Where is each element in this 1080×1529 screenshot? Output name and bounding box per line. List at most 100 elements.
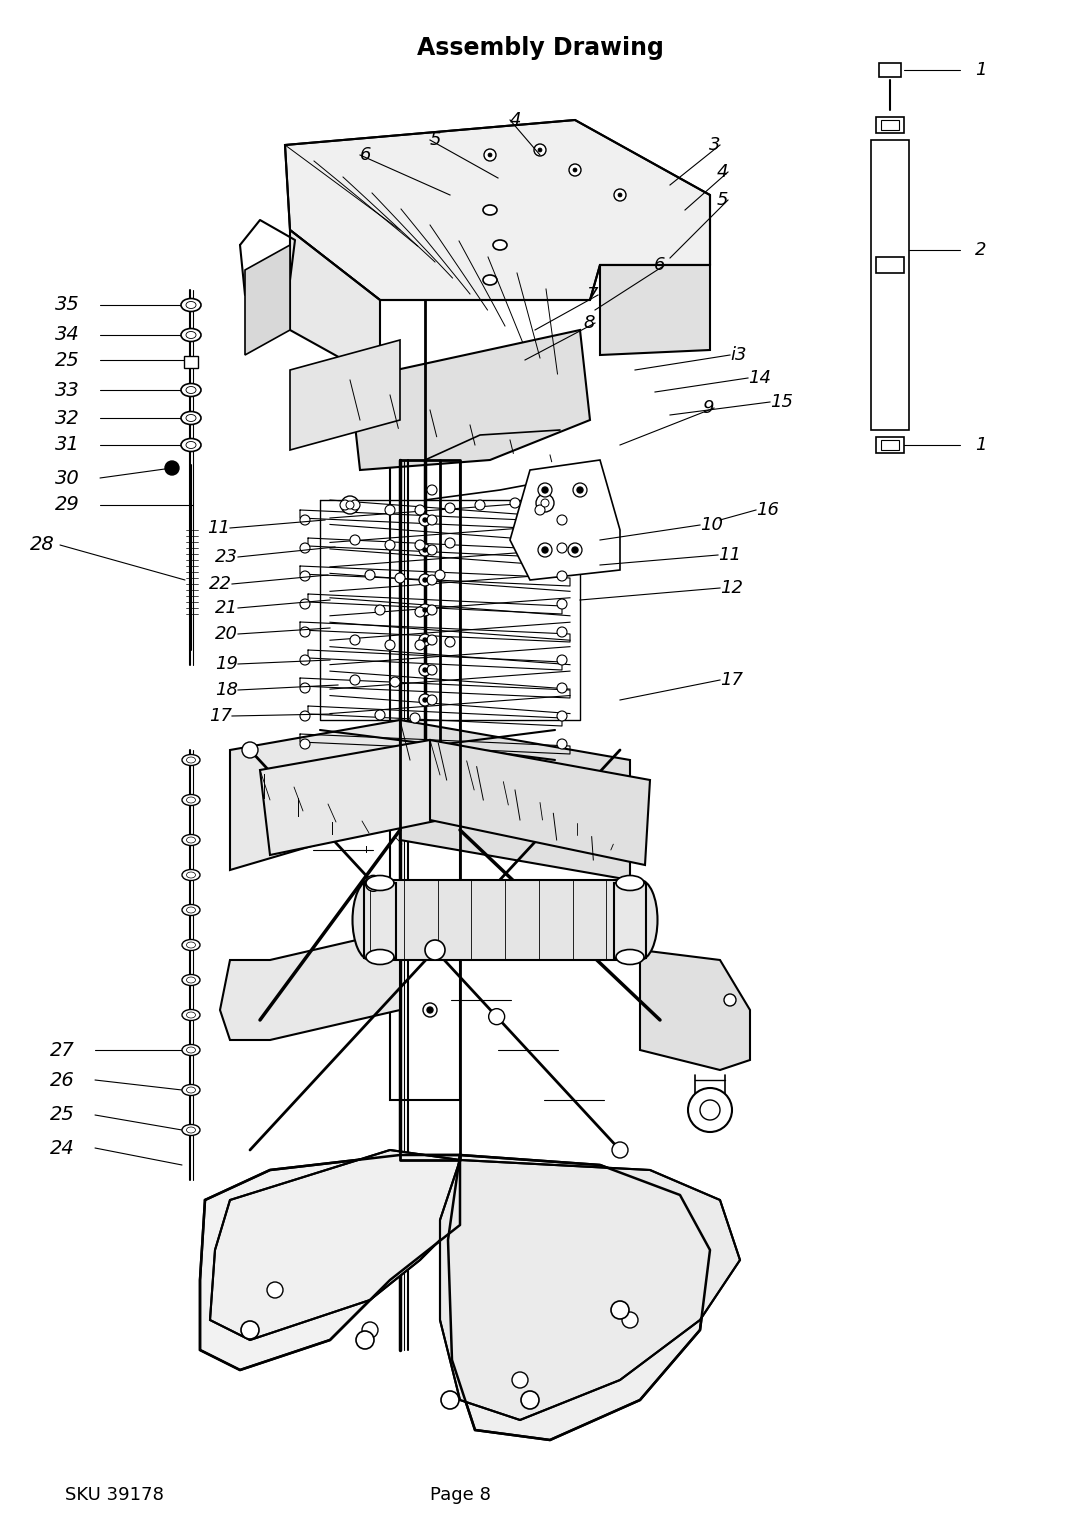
Circle shape [542, 488, 548, 492]
Ellipse shape [622, 881, 658, 960]
Text: 2: 2 [975, 242, 986, 258]
Ellipse shape [187, 872, 195, 878]
Polygon shape [230, 720, 400, 870]
Circle shape [538, 543, 552, 557]
Circle shape [300, 739, 310, 749]
Text: 24: 24 [51, 1139, 75, 1157]
Circle shape [384, 641, 395, 650]
Bar [876, 437, 904, 453]
Text: 11: 11 [207, 518, 230, 537]
Circle shape [445, 503, 455, 514]
Circle shape [521, 1391, 539, 1410]
Circle shape [557, 543, 567, 553]
Ellipse shape [181, 329, 201, 341]
Text: 15: 15 [770, 393, 793, 411]
Polygon shape [510, 460, 620, 579]
Text: 6: 6 [653, 255, 665, 274]
Circle shape [423, 668, 427, 673]
Circle shape [541, 498, 549, 508]
Circle shape [568, 543, 582, 557]
Ellipse shape [187, 1012, 195, 1018]
Text: 27: 27 [51, 1041, 75, 1060]
Circle shape [419, 604, 431, 616]
Polygon shape [245, 245, 291, 355]
Polygon shape [370, 881, 640, 960]
Text: 19: 19 [215, 654, 238, 673]
Polygon shape [640, 950, 750, 1070]
Circle shape [488, 1009, 504, 1024]
Circle shape [569, 164, 581, 176]
Text: 25: 25 [55, 350, 80, 370]
Text: 35: 35 [55, 295, 80, 315]
Text: 26: 26 [51, 1070, 75, 1090]
Circle shape [535, 505, 545, 515]
Circle shape [427, 665, 437, 674]
Circle shape [300, 515, 310, 524]
Text: 34: 34 [55, 326, 80, 344]
Ellipse shape [483, 275, 497, 284]
Bar [881, 440, 899, 450]
Ellipse shape [183, 1044, 200, 1055]
Circle shape [542, 547, 548, 553]
Circle shape [415, 641, 426, 650]
Text: 20: 20 [215, 625, 238, 644]
Circle shape [267, 1281, 283, 1298]
Bar [615, 882, 646, 957]
Ellipse shape [186, 442, 195, 448]
Circle shape [538, 483, 552, 497]
Text: 30: 30 [55, 468, 80, 488]
Circle shape [410, 713, 420, 723]
Circle shape [419, 544, 431, 557]
Ellipse shape [187, 1087, 195, 1093]
Bar [881, 119, 899, 130]
Text: 12: 12 [720, 579, 743, 596]
Circle shape [557, 683, 567, 693]
Circle shape [350, 674, 360, 685]
Circle shape [415, 607, 426, 618]
Text: 4: 4 [716, 164, 728, 180]
Ellipse shape [187, 907, 195, 913]
Ellipse shape [183, 1009, 200, 1020]
Circle shape [435, 570, 445, 579]
Polygon shape [390, 460, 460, 1099]
Text: 18: 18 [215, 680, 238, 699]
Ellipse shape [186, 414, 195, 422]
Ellipse shape [352, 881, 388, 960]
Circle shape [510, 498, 519, 508]
Text: 28: 28 [30, 535, 55, 555]
Text: 31: 31 [55, 436, 80, 454]
Ellipse shape [181, 384, 201, 396]
Text: 6: 6 [360, 145, 372, 164]
Ellipse shape [183, 1124, 200, 1136]
Circle shape [427, 605, 437, 615]
Circle shape [445, 538, 455, 547]
Text: 5: 5 [430, 131, 442, 148]
Ellipse shape [483, 205, 497, 216]
Text: SKU 39178: SKU 39178 [65, 1486, 164, 1505]
Circle shape [350, 535, 360, 544]
Polygon shape [291, 339, 400, 450]
Polygon shape [260, 740, 440, 855]
Ellipse shape [187, 797, 195, 803]
Circle shape [415, 540, 426, 550]
Circle shape [427, 575, 437, 586]
Circle shape [427, 635, 437, 645]
Bar [364, 882, 396, 957]
Polygon shape [400, 720, 630, 881]
Circle shape [165, 462, 179, 476]
Text: 17: 17 [720, 671, 743, 690]
Polygon shape [600, 265, 710, 355]
Circle shape [573, 483, 588, 497]
Circle shape [375, 709, 384, 720]
Ellipse shape [183, 835, 200, 846]
Circle shape [423, 1003, 437, 1017]
Ellipse shape [183, 870, 200, 881]
Circle shape [300, 599, 310, 609]
Ellipse shape [183, 905, 200, 916]
Circle shape [423, 578, 427, 583]
Ellipse shape [183, 974, 200, 986]
Text: i3: i3 [730, 346, 746, 364]
Bar [876, 257, 904, 274]
Polygon shape [448, 1154, 710, 1440]
Circle shape [445, 638, 455, 647]
